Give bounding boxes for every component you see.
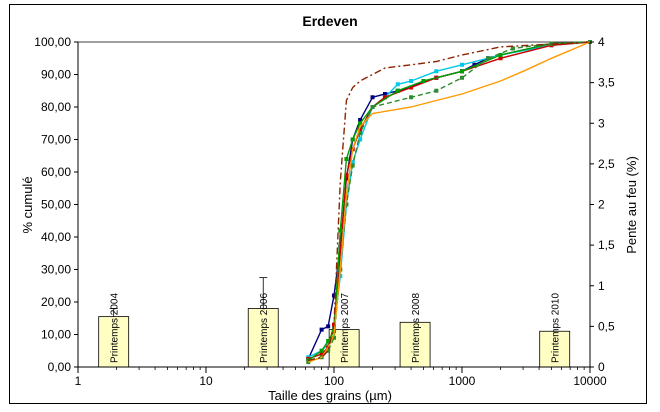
y-tick-label-7: 70,00 [41,133,71,147]
series-4-point-11 [460,75,464,80]
series-4-point-2 [326,348,331,353]
y2-axis-label: Pente au feu (%) [624,156,639,254]
series-0-point-8 [370,95,375,100]
x-tick-label-3: 1000 [449,374,476,388]
series-3-point-9 [395,88,400,93]
x-tick-label-1: 10 [199,374,213,388]
series-0-point-7 [358,118,363,122]
y-tick-label-5: 50,00 [41,198,71,212]
y-tick-label-2: 20,00 [41,295,71,309]
series-1-point-7 [358,137,363,142]
y-tick-label-6: 60,00 [41,165,71,179]
series-3-point-12 [498,53,503,57]
series-2-point-1 [319,352,324,356]
y-tick-label-10: 100,00 [34,35,71,49]
series-2-point-7 [358,127,363,132]
y-tick-label-4: 40,00 [41,230,71,244]
y-tick-label-8: 80,00 [41,100,71,114]
series-0-point-2 [326,324,331,329]
bar-0 [98,316,130,368]
series-2-point-9 [382,95,387,100]
y-tick-label-9: 90,00 [41,68,71,82]
bar-1 [247,308,279,368]
bar-label-4: Printemps 2010 [551,293,562,363]
x-tick-label-2: 100 [324,374,344,388]
axes-layer: 0,00 10,00 20,00 30,00 40,00 50,00 60,00 70,00 8… [34,35,615,388]
series-3-point-1 [319,348,324,353]
y2-tick-label-3: 1,5 [598,238,615,252]
series-line-6 [308,41,591,362]
series-1-point-12 [434,69,439,74]
series-4-point-13 [510,46,515,51]
series-0-point-15 [472,62,477,67]
y-tick-label-0: 0,00 [48,360,72,374]
grain-size-chart: Erdeven Printemps 2004 Printemps 2006 Prin… [20,13,639,403]
series-1-point-6 [350,160,355,165]
series-0-point-1 [319,327,324,332]
bar-label-0: Printemps 2004 [110,293,121,363]
y-tick-label-1: 10,00 [41,328,71,342]
bar-label-1: Printemps 2006 [259,293,270,363]
chart-frame: Erdeven Printemps 2004 Printemps 2006 Prin… [9,4,647,404]
series-0-point-9 [382,92,387,96]
x-axis-label: Taille des grains (µm) [268,388,392,403]
bar-4 [539,330,571,368]
y2-tick-label-0: 0 [598,360,605,374]
x-tick-label-4: 10000 [573,374,607,388]
series-4-point-12 [486,56,491,61]
series-3-point-7 [358,121,363,126]
series-2-point-13 [498,56,503,61]
series-4-point-6 [350,163,355,168]
series-3-point-5 [344,157,349,161]
series-4-point-9 [409,95,414,100]
series-4-point-8 [370,105,375,109]
series-3-point-6 [350,137,355,142]
bar-label-2: Printemps 2007 [340,293,351,363]
series-1-point-10 [395,82,400,87]
y-tick-label-3: 30,00 [41,263,71,277]
series-2-point-5 [344,173,349,178]
y2-tick-label-2: 1 [598,279,605,293]
y2-tick-label-8: 4 [598,35,605,49]
series-3-point-11 [460,69,464,74]
y2-tick-label-7: 3,5 [598,76,615,90]
series-1-point-13 [460,62,464,67]
y2-tick-label-1: 0,5 [598,319,615,333]
y2-tick-label-6: 3 [598,116,605,130]
y-axis-label: % cumulé [20,176,35,233]
series-1-point-11 [409,79,414,83]
series-0-point-3 [332,293,336,298]
series-3-point-10 [421,79,426,83]
y2-tick-label-4: 2 [598,198,605,212]
x-tick-label-0: 1 [75,374,82,388]
series-line-5 [308,41,591,363]
series-4-point-3 [332,335,336,340]
bar-label-3: Printemps 2008 [411,293,422,363]
series-3-point-4 [338,228,343,233]
series-3-point-2 [326,339,331,343]
series-4-point-5 [344,202,349,207]
series-2-point-10 [409,85,414,90]
chart-title: Erdeven [302,13,357,29]
y2-tick-label-5: 2,5 [598,157,615,171]
series-4-point-10 [434,88,439,93]
series-4-point-7 [358,131,363,135]
series-1-point-2 [326,342,331,347]
series-2-point-4 [338,251,343,256]
